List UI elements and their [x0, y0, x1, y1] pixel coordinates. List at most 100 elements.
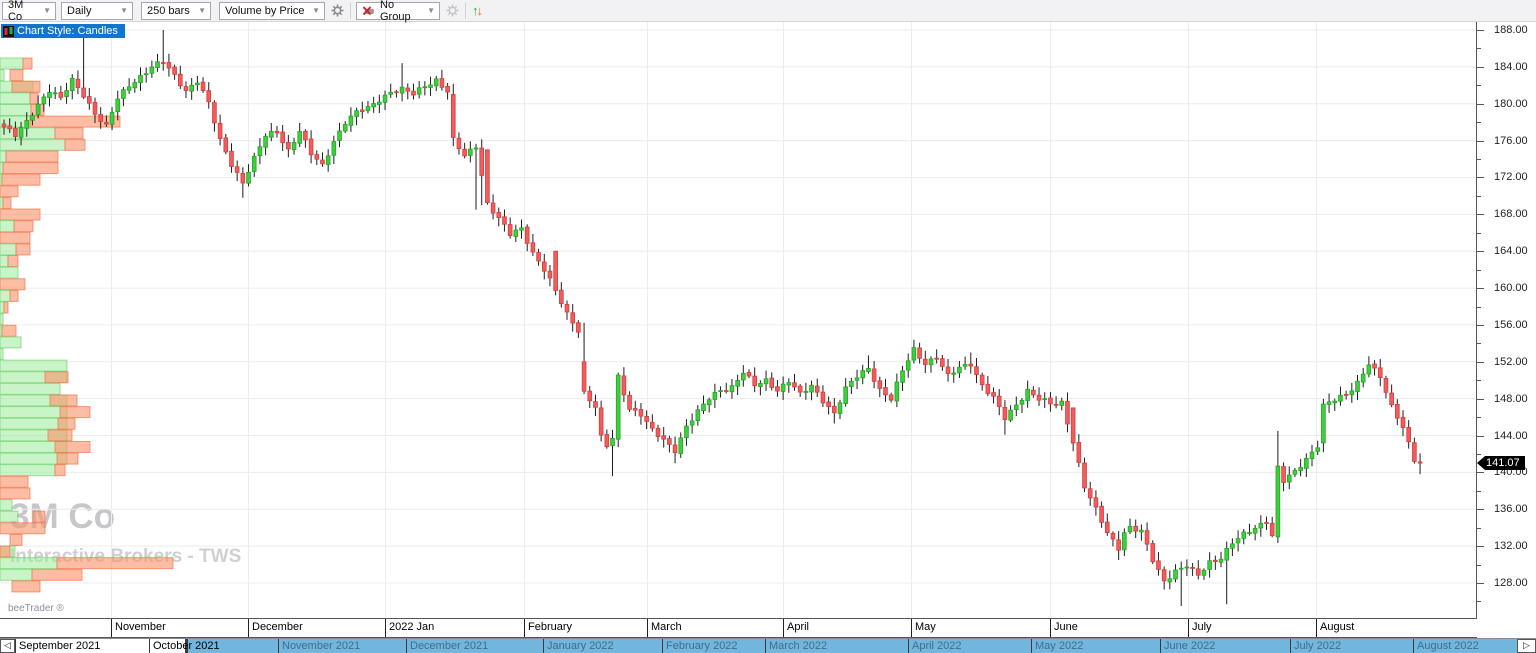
- chevron-down-icon: ▼: [198, 5, 206, 15]
- scrollbar-segment-label[interactable]: November 2021: [282, 640, 361, 652]
- scroll-left-button[interactable]: ◁: [0, 639, 15, 653]
- price-tick-label: 188.00: [1494, 24, 1528, 36]
- time-axis[interactable]: November December 2022 Jan February March Apr…: [0, 618, 1477, 638]
- month-divider: [1050, 619, 1051, 637]
- scrollbar-segment-label[interactable]: October 2021: [153, 640, 220, 652]
- last-price-marker: 141.07: [1477, 455, 1525, 470]
- up-arrow-icon: ↑: [472, 3, 478, 18]
- price-tick-label: 128.00: [1494, 577, 1528, 589]
- price-tick-label: 136.00: [1494, 503, 1528, 516]
- month-divider: [783, 619, 784, 637]
- month-divider: [111, 619, 112, 637]
- scrollbar-segment-label[interactable]: June 2022: [1164, 640, 1216, 652]
- gear-icon: [331, 4, 344, 17]
- toolbar-separator: [465, 2, 466, 19]
- month-label: April: [787, 621, 810, 633]
- time-scrollbar[interactable]: ◁ ▷ September 2021 October 2021 November 2…: [0, 638, 1536, 653]
- price-tick-label: 160.00: [1494, 282, 1528, 295]
- last-price-value: 141.07: [1485, 455, 1525, 470]
- scrollbar-segment-divider: [1290, 639, 1291, 653]
- price-tick: [1477, 435, 1484, 437]
- bars-dropdown[interactable]: 250 bars ▼: [141, 1, 211, 20]
- scrollbar-selected-range[interactable]: [187, 639, 1517, 653]
- month-label: May: [915, 621, 936, 633]
- price-minor-tick: [1477, 601, 1481, 603]
- chart-style-badge[interactable]: Chart Style: Candles: [1, 24, 125, 38]
- price-tick: [1477, 324, 1484, 326]
- gear-icon-disabled: [446, 4, 459, 17]
- month-label: 2022 Jan: [389, 621, 435, 633]
- timeframe-dropdown-label: Daily: [67, 4, 92, 17]
- price-tick-label: 156.00: [1494, 318, 1528, 331]
- scroll-right-button[interactable]: ▷: [1517, 639, 1536, 653]
- left-triangle-icon: ◁: [4, 641, 11, 651]
- scrollbar-segment-label[interactable]: May 2022: [1035, 640, 1084, 652]
- price-tick: [1477, 214, 1484, 216]
- month-divider: [911, 619, 912, 637]
- month-divider: [524, 619, 525, 637]
- price-minor-tick: [1477, 159, 1481, 161]
- price-tick: [1477, 66, 1484, 68]
- month-divider: [248, 619, 249, 637]
- symbol-dropdown[interactable]: 3M Co ▼: [2, 0, 56, 23]
- study-dropdown[interactable]: Volume by Price ▼: [219, 1, 325, 20]
- candles-icon: [3, 25, 14, 37]
- price-minor-tick: [1477, 343, 1481, 345]
- price-minor-tick: [1477, 527, 1481, 529]
- price-tick-label: 152.00: [1494, 355, 1528, 368]
- price-tick: [1477, 546, 1484, 548]
- price-axis[interactable]: 188.00 184.00 180.00 176.00 172.00 168.00 164.…: [1476, 22, 1536, 618]
- scrollbar-drag-handle[interactable]: [185, 639, 188, 653]
- price-tick: [1477, 509, 1484, 511]
- price-tick-label: 148.00: [1494, 392, 1528, 405]
- study-settings-button[interactable]: [330, 2, 345, 20]
- group-settings-button[interactable]: [445, 2, 460, 20]
- timeframe-dropdown[interactable]: Daily ▼: [61, 1, 133, 20]
- scrollbar-segment-label[interactable]: February 2022: [666, 640, 738, 652]
- price-tick: [1477, 251, 1484, 253]
- price-minor-tick: [1477, 232, 1481, 234]
- price-minor-tick: [1477, 417, 1481, 419]
- marker-arrow-icon: [1477, 455, 1485, 470]
- scrollbar-segment-label[interactable]: September 2021: [19, 640, 101, 652]
- scrollbar-segment-divider: [662, 639, 663, 653]
- chart-toolbar: 3M Co ▼ Daily ▼ 250 bars ▼ Volume by Pri…: [0, 0, 1536, 23]
- beetrader-brand: beeTrader ®: [8, 603, 64, 614]
- scrollbar-segment-divider: [149, 639, 150, 653]
- sort-price-arrows-button[interactable]: ↑ ↓: [471, 2, 483, 20]
- month-label: December: [252, 621, 303, 633]
- symbol-dropdown-label: 3M Co: [8, 0, 24, 23]
- right-triangle-icon: ▷: [1523, 641, 1530, 651]
- scrollbar-segment-divider: [1413, 639, 1414, 653]
- candlestick-chart-area[interactable]: [0, 22, 1476, 618]
- price-tick: [1477, 398, 1484, 400]
- month-divider: [1316, 619, 1317, 637]
- scrollbar-segment-divider: [15, 639, 16, 653]
- price-minor-tick: [1477, 48, 1481, 50]
- month-divider: [647, 619, 648, 637]
- price-tick-label: 164.00: [1494, 245, 1528, 258]
- price-minor-tick: [1477, 85, 1481, 87]
- toolbar-separator: [350, 2, 351, 19]
- scrollbar-segment-divider: [908, 639, 909, 653]
- scrollbar-segment-divider: [543, 639, 544, 653]
- chevron-down-icon: ▼: [120, 5, 128, 15]
- price-tick-label: 168.00: [1494, 208, 1528, 221]
- price-tick: [1477, 177, 1484, 179]
- scrollbar-segment-label[interactable]: December 2021: [410, 640, 489, 652]
- month-label: February: [528, 621, 573, 633]
- price-minor-tick: [1477, 122, 1481, 124]
- group-dropdown[interactable]: No Group ▼: [356, 0, 440, 23]
- scrollbar-segment-divider: [278, 639, 279, 653]
- scrollbar-segment-label[interactable]: March 2022: [769, 640, 828, 652]
- price-minor-tick: [1477, 490, 1481, 492]
- scrollbar-segment-divider: [1031, 639, 1032, 653]
- scrollbar-segment-label[interactable]: July 2022: [1294, 640, 1342, 652]
- scrollbar-segment-label[interactable]: August 2022: [1417, 640, 1479, 652]
- chevron-down-icon: ▼: [312, 5, 320, 15]
- study-dropdown-label: Volume by Price: [225, 4, 305, 17]
- price-minor-tick: [1477, 306, 1481, 308]
- scrollbar-segment-label[interactable]: April 2022: [912, 640, 962, 652]
- price-tick-label: 144.00: [1494, 429, 1528, 442]
- scrollbar-segment-label[interactable]: January 2022: [547, 640, 614, 652]
